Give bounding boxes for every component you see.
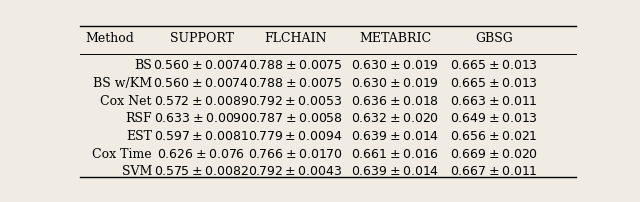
Text: FLCHAIN: FLCHAIN — [264, 32, 327, 45]
Text: GBSG: GBSG — [476, 32, 513, 45]
Text: $0.626 \pm 0.076$: $0.626 \pm 0.076$ — [157, 147, 246, 160]
Text: EST: EST — [126, 129, 152, 142]
Text: Cox Net: Cox Net — [100, 94, 152, 107]
Text: $0.597 \pm 0.0081$: $0.597 \pm 0.0081$ — [154, 129, 249, 142]
Text: $0.792 \pm 0.0053$: $0.792 \pm 0.0053$ — [248, 94, 343, 107]
Text: $0.667 \pm 0.011$: $0.667 \pm 0.011$ — [451, 164, 538, 177]
Text: $0.630 \pm 0.019$: $0.630 \pm 0.019$ — [351, 77, 439, 89]
Text: $0.560 \pm 0.0074$: $0.560 \pm 0.0074$ — [154, 59, 250, 72]
Text: $0.630 \pm 0.019$: $0.630 \pm 0.019$ — [351, 59, 439, 72]
Text: SVM: SVM — [122, 164, 152, 177]
Text: $0.636 \pm 0.018$: $0.636 \pm 0.018$ — [351, 94, 439, 107]
Text: RSF: RSF — [125, 112, 152, 125]
Text: $0.560 \pm 0.0074$: $0.560 \pm 0.0074$ — [154, 77, 250, 89]
Text: $0.572 \pm 0.0089$: $0.572 \pm 0.0089$ — [154, 94, 249, 107]
Text: BS: BS — [134, 59, 152, 72]
Text: $0.649 \pm 0.013$: $0.649 \pm 0.013$ — [450, 112, 538, 125]
Text: BS w/KM: BS w/KM — [93, 77, 152, 89]
Text: Method: Method — [85, 32, 134, 45]
Text: $0.788 \pm 0.0075$: $0.788 \pm 0.0075$ — [248, 77, 343, 89]
Text: $0.639 \pm 0.014$: $0.639 \pm 0.014$ — [351, 129, 439, 142]
Text: $0.656 \pm 0.021$: $0.656 \pm 0.021$ — [451, 129, 538, 142]
Text: $0.633 \pm 0.0090$: $0.633 \pm 0.0090$ — [154, 112, 250, 125]
Text: $0.663 \pm 0.011$: $0.663 \pm 0.011$ — [451, 94, 538, 107]
Text: SUPPORT: SUPPORT — [170, 32, 234, 45]
Text: $0.575 \pm 0.0082$: $0.575 \pm 0.0082$ — [154, 164, 249, 177]
Text: METABRIC: METABRIC — [359, 32, 431, 45]
Text: $0.665 \pm 0.013$: $0.665 \pm 0.013$ — [450, 59, 538, 72]
Text: $0.639 \pm 0.014$: $0.639 \pm 0.014$ — [351, 164, 439, 177]
Text: $0.632 \pm 0.020$: $0.632 \pm 0.020$ — [351, 112, 439, 125]
Text: $0.766 \pm 0.0170$: $0.766 \pm 0.0170$ — [248, 147, 343, 160]
Text: $0.792 \pm 0.0043$: $0.792 \pm 0.0043$ — [248, 164, 343, 177]
Text: $0.779 \pm 0.0094$: $0.779 \pm 0.0094$ — [248, 129, 343, 142]
Text: $0.661 \pm 0.016$: $0.661 \pm 0.016$ — [351, 147, 439, 160]
Text: $0.665 \pm 0.013$: $0.665 \pm 0.013$ — [450, 77, 538, 89]
Text: $0.788 \pm 0.0075$: $0.788 \pm 0.0075$ — [248, 59, 343, 72]
Text: Cox Time: Cox Time — [92, 147, 152, 160]
Text: $0.787 \pm 0.0058$: $0.787 \pm 0.0058$ — [248, 112, 343, 125]
Text: $0.669 \pm 0.020$: $0.669 \pm 0.020$ — [450, 147, 538, 160]
